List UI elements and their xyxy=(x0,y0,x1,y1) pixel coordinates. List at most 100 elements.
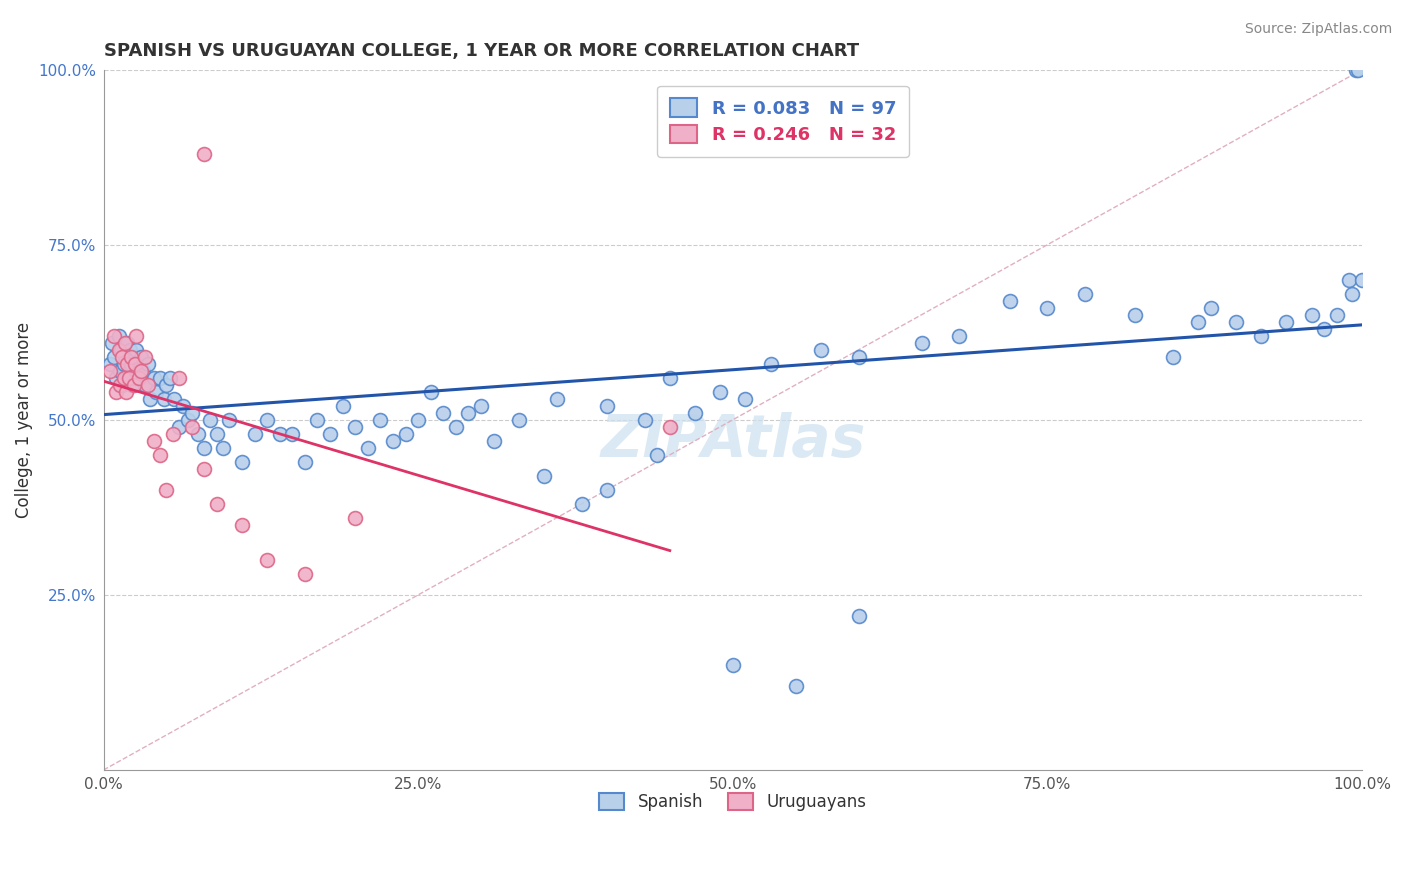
Point xyxy=(759,357,782,371)
Point xyxy=(394,426,416,441)
Point xyxy=(111,350,134,364)
Point xyxy=(1351,273,1374,287)
Point xyxy=(256,413,278,427)
Point xyxy=(205,426,228,441)
Point xyxy=(200,413,222,427)
Point xyxy=(162,426,184,441)
Point xyxy=(533,468,555,483)
Point xyxy=(107,328,129,343)
Point xyxy=(172,399,194,413)
Point xyxy=(634,413,657,427)
Point xyxy=(111,377,134,392)
Point xyxy=(848,350,870,364)
Point xyxy=(114,350,136,364)
Point xyxy=(163,392,186,406)
Point xyxy=(129,364,152,378)
Point xyxy=(344,420,367,434)
Point xyxy=(120,357,142,371)
Point xyxy=(1074,286,1097,301)
Point xyxy=(193,441,215,455)
Point xyxy=(243,426,266,441)
Point xyxy=(136,377,159,392)
Point xyxy=(115,384,138,399)
Point xyxy=(344,511,367,525)
Point xyxy=(1344,62,1367,77)
Point xyxy=(294,566,316,581)
Point xyxy=(98,357,121,371)
Point xyxy=(1161,350,1184,364)
Point xyxy=(658,371,681,385)
Point xyxy=(1225,315,1247,329)
Point xyxy=(101,335,124,350)
Point xyxy=(121,377,143,392)
Point xyxy=(167,371,190,385)
Text: SPANISH VS URUGUAYAN COLLEGE, 1 YEAR OR MORE CORRELATION CHART: SPANISH VS URUGUAYAN COLLEGE, 1 YEAR OR … xyxy=(104,42,859,60)
Point xyxy=(1313,322,1336,336)
Point xyxy=(571,497,593,511)
Point xyxy=(122,350,145,364)
Point xyxy=(131,364,153,378)
Point xyxy=(177,413,200,427)
Point xyxy=(508,413,530,427)
Point xyxy=(118,343,141,357)
Point xyxy=(108,364,131,378)
Point xyxy=(470,399,492,413)
Point xyxy=(406,413,429,427)
Point xyxy=(107,343,129,357)
Legend: Spanish, Uruguayans: Spanish, Uruguayans xyxy=(586,780,880,825)
Point xyxy=(910,335,932,350)
Point xyxy=(218,413,240,427)
Point xyxy=(149,448,172,462)
Point xyxy=(596,483,619,497)
Point xyxy=(139,392,162,406)
Point xyxy=(136,357,159,371)
Point xyxy=(1339,273,1361,287)
Point xyxy=(419,384,441,399)
Text: ZIPAtlas: ZIPAtlas xyxy=(600,412,866,469)
Point xyxy=(307,413,329,427)
Point xyxy=(112,371,135,385)
Point xyxy=(848,608,870,623)
Point xyxy=(1125,308,1147,322)
Point xyxy=(167,420,190,434)
Point xyxy=(155,483,177,497)
Point xyxy=(381,434,404,448)
Point xyxy=(319,426,342,441)
Point xyxy=(1275,315,1298,329)
Point xyxy=(112,357,135,371)
Point xyxy=(1187,315,1209,329)
Point xyxy=(134,377,156,392)
Point xyxy=(269,426,291,441)
Point xyxy=(596,399,619,413)
Point xyxy=(1250,328,1272,343)
Point xyxy=(546,392,568,406)
Point xyxy=(658,420,681,434)
Point xyxy=(948,328,970,343)
Point xyxy=(205,497,228,511)
Point xyxy=(128,371,150,385)
Point xyxy=(998,293,1021,308)
Point xyxy=(370,413,392,427)
Point xyxy=(118,371,141,385)
Point xyxy=(1347,62,1369,77)
Point xyxy=(117,357,139,371)
Point xyxy=(180,420,202,434)
Point xyxy=(180,406,202,420)
Point xyxy=(122,377,145,392)
Point xyxy=(155,377,177,392)
Point xyxy=(103,350,125,364)
Point xyxy=(281,426,304,441)
Point xyxy=(193,146,215,161)
Point xyxy=(115,371,138,385)
Point xyxy=(193,462,215,476)
Point xyxy=(98,364,121,378)
Point xyxy=(110,343,132,357)
Point xyxy=(127,364,149,378)
Point xyxy=(444,420,467,434)
Point xyxy=(1301,308,1323,322)
Point xyxy=(129,350,152,364)
Point xyxy=(124,371,146,385)
Text: Source: ZipAtlas.com: Source: ZipAtlas.com xyxy=(1244,22,1392,37)
Point xyxy=(734,392,756,406)
Point xyxy=(1199,301,1222,315)
